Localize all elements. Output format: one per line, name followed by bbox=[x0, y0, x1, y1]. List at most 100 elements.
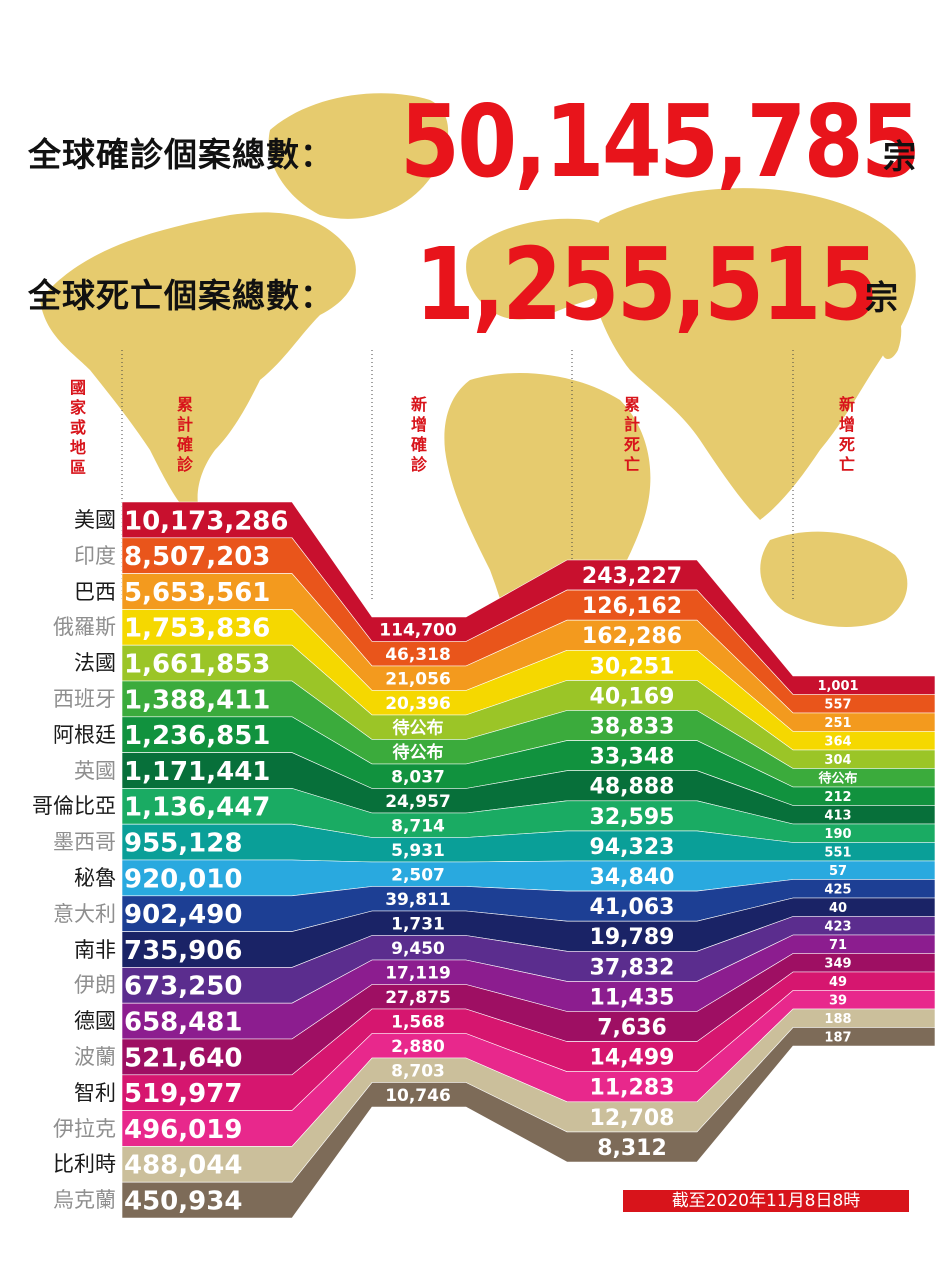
map-japan bbox=[881, 300, 902, 360]
value-total-deaths-17: 11,283 bbox=[590, 1076, 675, 1101]
value-new-deaths-16: 49 bbox=[829, 975, 847, 990]
value-new-cases-18: 8,703 bbox=[391, 1061, 445, 1081]
value-new-cases-10: 2,507 bbox=[391, 865, 445, 885]
value-new-deaths-7: 413 bbox=[824, 808, 851, 823]
country-label-15: 波蘭 bbox=[74, 1045, 116, 1069]
value-total-deaths-0: 243,227 bbox=[582, 564, 682, 589]
value-total-deaths-12: 19,789 bbox=[590, 925, 675, 950]
country-label-16: 智利 bbox=[74, 1080, 116, 1105]
country-label-8: 哥倫比亞 bbox=[32, 794, 116, 819]
value-new-deaths-9: 551 bbox=[824, 845, 851, 860]
country-label-11: 意大利 bbox=[53, 901, 116, 926]
value-new-cases-1: 46,318 bbox=[385, 645, 451, 665]
footnote-timestamp: 截至2020年11月8日8時 bbox=[623, 1190, 909, 1212]
header-new-cases: 新增確診 bbox=[410, 395, 427, 474]
value-total-cases-2: 5,653,561 bbox=[124, 578, 270, 608]
value-new-deaths-6: 212 bbox=[824, 790, 851, 805]
value-total-deaths-8: 32,595 bbox=[590, 805, 675, 830]
value-new-cases-2: 21,056 bbox=[385, 669, 451, 689]
value-new-cases-16: 1,568 bbox=[391, 1012, 445, 1032]
value-new-deaths-2: 251 bbox=[824, 716, 851, 731]
value-total-cases-5: 1,388,411 bbox=[124, 685, 270, 715]
value-new-cases-0: 114,700 bbox=[379, 620, 457, 640]
map-asia bbox=[589, 188, 916, 521]
value-new-deaths-13: 423 bbox=[824, 919, 851, 934]
cases-unit: 宗 bbox=[883, 137, 916, 176]
value-total-deaths-16: 14,499 bbox=[590, 1046, 675, 1071]
value-new-cases-13: 9,450 bbox=[391, 939, 445, 959]
value-total-cases-0: 10,173,286 bbox=[124, 506, 288, 536]
value-total-cases-8: 1,136,447 bbox=[124, 793, 270, 823]
value-total-deaths-15: 7,636 bbox=[597, 1016, 667, 1041]
value-new-deaths-19: 187 bbox=[824, 1030, 851, 1045]
value-new-deaths-5: 待公布 bbox=[817, 770, 857, 786]
value-new-cases-3: 20,396 bbox=[385, 694, 451, 714]
deaths-label: 全球死亡個案總數： bbox=[28, 276, 334, 315]
value-new-deaths-1: 557 bbox=[824, 697, 851, 712]
value-total-cases-14: 658,481 bbox=[124, 1008, 242, 1038]
value-new-cases-12: 1,731 bbox=[391, 914, 445, 934]
value-total-cases-17: 496,019 bbox=[124, 1115, 242, 1145]
map-north-america bbox=[40, 212, 356, 526]
header-new-deaths: 新增死亡 bbox=[838, 395, 855, 474]
map-greenland bbox=[268, 93, 449, 219]
value-total-cases-12: 735,906 bbox=[124, 936, 242, 966]
header-total-cases: 累計確診 bbox=[176, 395, 193, 474]
country-label-2: 巴西 bbox=[74, 579, 116, 604]
country-label-4: 法國 bbox=[74, 651, 116, 676]
value-new-deaths-3: 364 bbox=[824, 734, 851, 749]
value-new-deaths-15: 349 bbox=[824, 956, 851, 971]
country-label-7: 英國 bbox=[74, 758, 116, 783]
value-new-cases-8: 8,714 bbox=[391, 816, 445, 836]
value-total-deaths-7: 48,888 bbox=[590, 775, 675, 800]
country-label-1: 印度 bbox=[74, 543, 116, 568]
value-new-deaths-14: 71 bbox=[829, 938, 847, 953]
value-total-deaths-11: 41,063 bbox=[590, 895, 675, 920]
map-australia bbox=[760, 531, 908, 627]
value-total-cases-7: 1,171,441 bbox=[124, 757, 270, 787]
value-new-cases-9: 5,931 bbox=[391, 841, 445, 861]
value-total-cases-19: 450,934 bbox=[124, 1187, 242, 1217]
value-new-cases-11: 39,811 bbox=[385, 890, 451, 910]
value-new-deaths-4: 304 bbox=[824, 753, 851, 768]
deaths-value: 1,255,515 bbox=[415, 226, 879, 343]
cases-label: 全球確診個案總數： bbox=[28, 135, 334, 174]
value-new-cases-5: 待公布 bbox=[393, 742, 444, 763]
value-new-deaths-10: 57 bbox=[829, 864, 847, 879]
value-new-cases-7: 24,957 bbox=[385, 792, 451, 812]
value-new-cases-19: 10,746 bbox=[385, 1086, 451, 1106]
band-row-19 bbox=[121, 1027, 935, 1219]
value-new-cases-15: 27,875 bbox=[385, 988, 451, 1008]
country-label-18: 比利時 bbox=[53, 1152, 116, 1177]
value-new-cases-6: 8,037 bbox=[391, 767, 445, 787]
value-total-cases-3: 1,753,836 bbox=[124, 614, 270, 644]
value-total-cases-9: 955,128 bbox=[124, 829, 242, 859]
map-africa bbox=[444, 372, 651, 693]
value-new-deaths-11: 425 bbox=[824, 882, 851, 897]
country-label-3: 俄羅斯 bbox=[53, 615, 116, 640]
country-label-12: 南非 bbox=[74, 937, 116, 962]
value-total-cases-1: 8,507,203 bbox=[124, 542, 270, 572]
value-total-deaths-18: 12,708 bbox=[590, 1106, 675, 1131]
value-total-cases-11: 902,490 bbox=[124, 900, 242, 930]
value-total-cases-15: 521,640 bbox=[124, 1043, 242, 1073]
value-new-cases-17: 2,880 bbox=[391, 1037, 445, 1057]
value-total-deaths-13: 37,832 bbox=[590, 955, 675, 980]
country-label-6: 阿根廷 bbox=[53, 722, 116, 747]
value-total-cases-4: 1,661,853 bbox=[124, 650, 270, 680]
value-new-deaths-18: 188 bbox=[824, 1012, 851, 1027]
country-label-10: 秘魯 bbox=[74, 866, 116, 890]
value-total-cases-10: 920,010 bbox=[124, 864, 242, 894]
value-total-cases-16: 519,977 bbox=[124, 1079, 242, 1109]
country-label-9: 墨西哥 bbox=[53, 830, 116, 855]
value-total-deaths-19: 8,312 bbox=[597, 1136, 667, 1161]
value-total-cases-18: 488,044 bbox=[124, 1151, 242, 1181]
headline-deaths: 全球死亡個案總數： 1,255,515 宗 bbox=[0, 235, 935, 355]
value-total-deaths-6: 33,348 bbox=[590, 745, 675, 770]
value-total-deaths-5: 38,833 bbox=[590, 715, 675, 740]
value-new-deaths-17: 39 bbox=[829, 993, 847, 1008]
value-total-deaths-10: 34,840 bbox=[590, 865, 675, 890]
